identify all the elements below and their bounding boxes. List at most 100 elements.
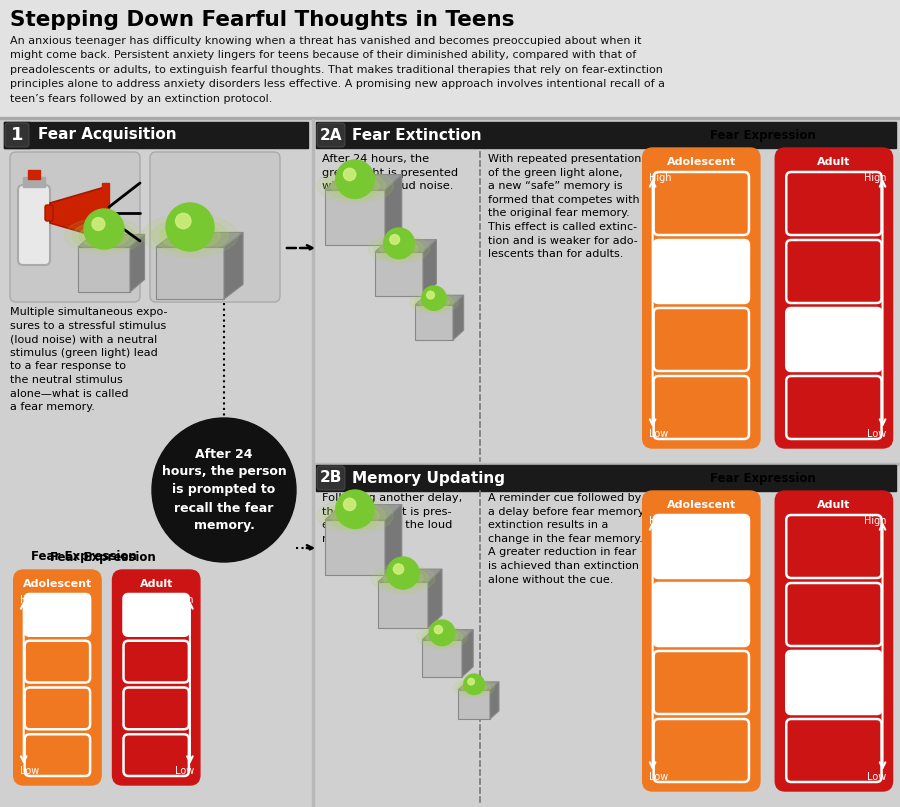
Text: Low: Low [868,772,886,782]
Polygon shape [130,234,145,292]
FancyBboxPatch shape [317,123,345,147]
Circle shape [383,228,414,259]
Circle shape [166,203,214,251]
FancyBboxPatch shape [787,240,881,303]
Polygon shape [325,174,401,190]
Ellipse shape [317,169,393,203]
Circle shape [393,564,403,574]
Ellipse shape [380,240,419,257]
Text: Following another delay,
the green light is pres-
ented without the loud
noise.: Following another delay, the green light… [322,493,463,544]
Ellipse shape [160,222,220,249]
Polygon shape [462,629,473,677]
Ellipse shape [142,214,238,257]
Ellipse shape [324,172,386,200]
Ellipse shape [410,291,458,313]
Circle shape [344,498,356,511]
Text: Low: Low [20,766,39,776]
Polygon shape [490,682,499,719]
Ellipse shape [368,235,429,262]
Bar [314,463,900,465]
Ellipse shape [324,502,386,529]
FancyBboxPatch shape [653,583,749,646]
FancyBboxPatch shape [112,570,200,785]
Text: Adolescent: Adolescent [667,157,736,167]
Polygon shape [415,305,453,340]
Polygon shape [422,640,462,677]
Polygon shape [415,295,464,305]
FancyBboxPatch shape [775,148,893,448]
Bar [4,122,308,148]
Circle shape [435,625,443,633]
Text: High: High [171,595,194,605]
FancyBboxPatch shape [653,651,749,714]
Text: 1: 1 [11,126,23,144]
Polygon shape [156,247,224,299]
Circle shape [344,168,356,181]
Text: High: High [864,516,886,526]
Circle shape [152,418,296,562]
FancyBboxPatch shape [787,719,881,782]
Ellipse shape [64,218,144,254]
Polygon shape [385,174,401,245]
Bar [316,122,896,148]
Polygon shape [423,240,436,296]
Polygon shape [458,690,490,719]
Text: With repeated presentations
of the green light alone,
a new “safe” memory is
for: With repeated presentations of the green… [488,154,647,259]
FancyBboxPatch shape [787,651,881,714]
Bar [23,177,45,187]
Text: Adolescent: Adolescent [667,500,736,510]
Text: Adult: Adult [817,157,850,167]
FancyBboxPatch shape [24,594,90,636]
Text: Low: Low [868,429,886,439]
Text: High: High [649,173,671,183]
Text: High: High [864,173,886,183]
Polygon shape [224,232,243,299]
Polygon shape [378,582,428,628]
Polygon shape [378,569,442,582]
Text: Adolescent: Adolescent [22,579,92,589]
FancyBboxPatch shape [24,641,90,683]
Polygon shape [78,247,130,292]
FancyBboxPatch shape [787,515,881,578]
Text: 2A: 2A [320,128,342,143]
Ellipse shape [377,567,428,590]
FancyBboxPatch shape [653,376,749,439]
Ellipse shape [79,225,129,247]
FancyBboxPatch shape [787,583,881,646]
Text: Fear Acquisition: Fear Acquisition [38,128,176,143]
Text: After 24 hours, the
green light is presented
without the loud noise.: After 24 hours, the green light is prese… [322,154,458,191]
FancyBboxPatch shape [643,491,760,791]
FancyBboxPatch shape [24,734,90,776]
Ellipse shape [331,505,379,527]
Circle shape [468,679,474,685]
FancyBboxPatch shape [123,594,189,636]
Bar [28,170,40,179]
Text: Memory Updating: Memory Updating [352,470,505,486]
Circle shape [176,213,191,228]
Text: 2B: 2B [320,470,342,486]
Text: High: High [20,595,42,605]
Polygon shape [453,295,464,340]
Text: Adult: Adult [140,579,173,589]
Circle shape [464,674,484,695]
Ellipse shape [417,625,468,649]
FancyBboxPatch shape [150,152,280,302]
Bar [4,122,30,148]
Ellipse shape [72,222,136,250]
Text: Fear Extinction: Fear Extinction [352,128,482,143]
Ellipse shape [418,295,449,309]
Text: Fear Expression: Fear Expression [32,550,137,563]
FancyBboxPatch shape [317,466,345,490]
Bar [316,465,896,491]
Polygon shape [428,569,442,628]
Text: Low: Low [649,429,668,439]
FancyBboxPatch shape [653,172,749,235]
Ellipse shape [371,564,435,593]
FancyBboxPatch shape [643,148,760,448]
Polygon shape [325,190,385,245]
Text: Multiple simultaneous expo-
sures to a stressful stimulus
(loud noise) with a ne: Multiple simultaneous expo- sures to a s… [10,307,167,412]
Polygon shape [422,629,473,640]
Polygon shape [50,187,105,239]
Ellipse shape [457,680,490,695]
Circle shape [427,291,435,299]
